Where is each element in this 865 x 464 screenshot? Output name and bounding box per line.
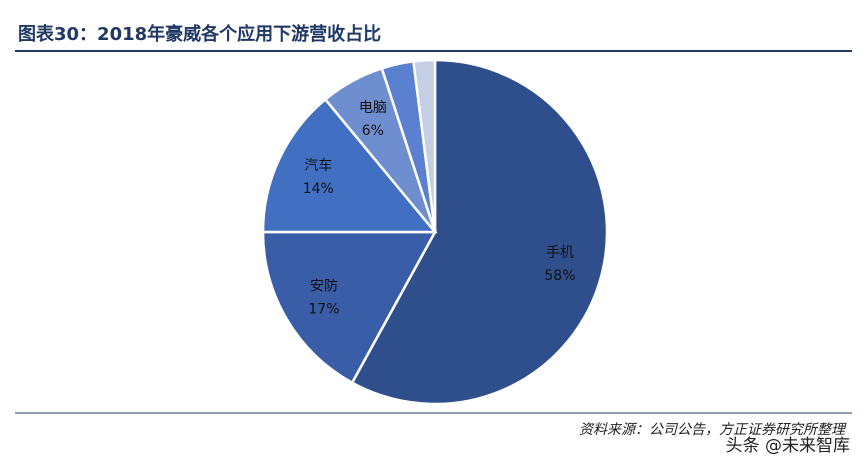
slice-label: 汽车	[304, 157, 332, 174]
pie-slice	[412, 58, 437, 233]
source-note: 资料来源：公司公告，方正证券研究所整理	[579, 422, 847, 438]
slice-value: 58%	[544, 268, 575, 284]
slice-label: 安防	[310, 279, 338, 295]
slice-value: 6%	[362, 123, 384, 139]
slice-value: 17%	[308, 302, 339, 318]
slice-label: 手机	[546, 245, 574, 261]
pie-slice	[261, 230, 438, 385]
slice-label: 电脑	[359, 100, 387, 116]
chart-title: 图表30：2018年豪威各个应用下游营收占比	[18, 23, 381, 45]
watermark: 头条 @未来智库	[726, 436, 850, 456]
slice-value: 14%	[303, 181, 334, 197]
pie-slice	[350, 58, 609, 406]
pie-slice	[261, 97, 438, 234]
